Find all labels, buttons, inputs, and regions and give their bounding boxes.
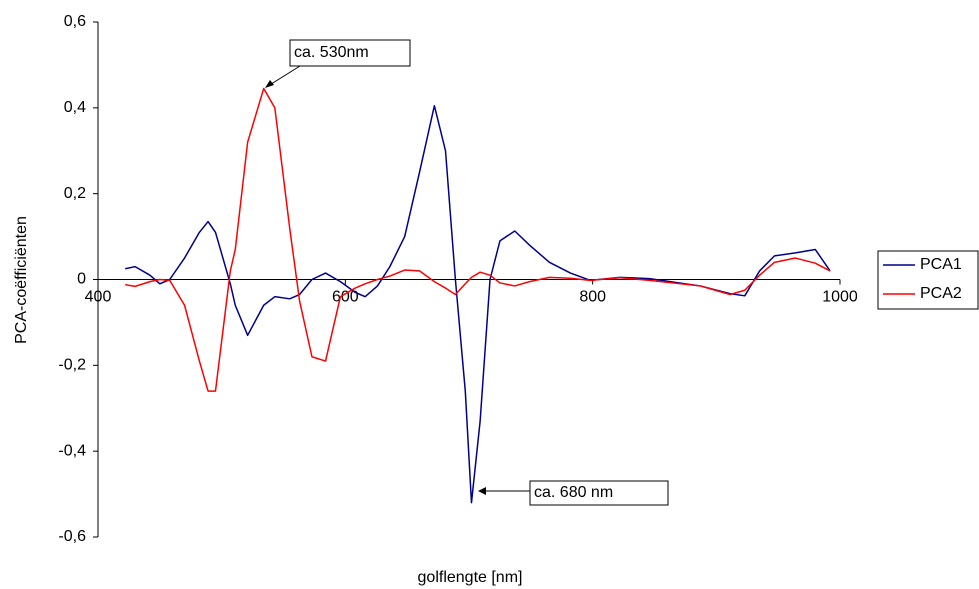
legend-label: PCA1 xyxy=(920,256,962,273)
x-tick-label: 1000 xyxy=(822,289,858,306)
y-tick-label: -0,4 xyxy=(58,442,86,459)
y-axis-title: PCA-coëfficiënten xyxy=(13,216,30,344)
annotation: ca. 530nm xyxy=(294,44,369,61)
line-series xyxy=(125,87,831,392)
annotation-arrowhead xyxy=(478,487,486,495)
y-tick-label: 0,2 xyxy=(64,185,86,202)
y-tick-label: 0,4 xyxy=(64,99,86,116)
y-tick-label: 0 xyxy=(77,271,86,288)
annotation-box xyxy=(529,480,669,506)
line-series xyxy=(125,104,831,504)
legend-label: PCA2 xyxy=(920,285,962,302)
annotation: ca. 680 nm xyxy=(534,484,613,501)
annotation-arrow xyxy=(267,65,301,87)
annotation-arrowhead xyxy=(265,80,274,88)
x-tick-label: 800 xyxy=(579,289,606,306)
legend-box xyxy=(877,250,979,310)
x-tick-label: 400 xyxy=(85,289,112,306)
annotation-box xyxy=(289,39,411,67)
y-tick-label: -0,2 xyxy=(58,357,86,374)
y-tick-label: -0,6 xyxy=(58,528,86,545)
x-axis-title: golflengte [nm] xyxy=(418,569,523,586)
y-tick-label: 0,6 xyxy=(64,13,86,30)
